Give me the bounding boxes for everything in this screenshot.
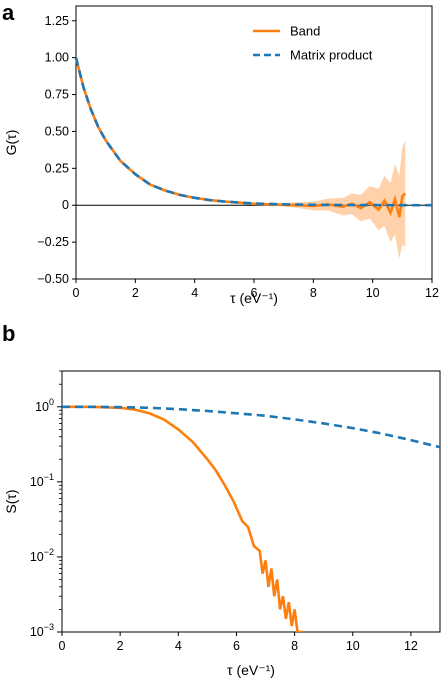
chart-g-tau: 0 2 4 6 8 10 12 1.25 1.00 0.75 0.50 0.25 0 −0.25 −0.50… [3,5,439,306]
x-tick-label: 4 [191,286,198,300]
y-tick-label: 0.50 [45,124,69,138]
y-tick-label: 0 [62,198,69,212]
x-tick-label: 10 [346,639,360,653]
x-tick-label: 6 [233,639,240,653]
series-band-line [62,405,304,632]
plot-frame [61,370,441,633]
chart-s-tau: 0 2 4 6 8 10 12 100 10−1 10−2 10−3 τ (eV⁻¹) S(τ) [3,370,441,678]
x-tick-label: 12 [425,286,439,300]
y-tick-label: 10−2 [30,547,54,564]
x-tick-label: 2 [132,286,139,300]
x-tick-label: 12 [404,639,418,653]
x-tick-label: 8 [291,639,298,653]
y-tick-label: 1.25 [45,14,69,28]
y-tick-label: 10−3 [30,622,54,639]
series-band-line [74,57,407,218]
y-tick-label: 100 [35,397,54,414]
x-tick-label: 10 [366,286,380,300]
legend-entry: Matrix product [290,48,373,63]
x-tick-label: 0 [73,286,80,300]
y-tick-label: 0.25 [45,161,69,175]
x-tick-label: 4 [175,639,182,653]
y-tick-label: 1.00 [45,51,69,65]
panel-letter-a: a [2,0,15,25]
series-matrix-product-line [62,405,440,449]
x-tick-label: 2 [117,639,124,653]
y-tick-label: 0.75 [45,88,69,102]
series-matrix-product-line [74,57,433,207]
x-tick-label: 6 [251,286,258,300]
legend: Band Matrix product [253,24,373,63]
y-tick-label: −0.50 [37,272,69,286]
y-tick-label: 10−1 [30,472,54,489]
x-axis-label: τ (eV⁻¹) [230,290,278,306]
y-axis-label: G(τ) [3,130,19,156]
legend-entry: Band [290,24,320,39]
y-axis-label: S(τ) [3,489,19,513]
x-axis-label: τ (eV⁻¹) [227,662,275,678]
x-tick-label: 0 [59,639,66,653]
x-tick-label: 8 [310,286,317,300]
panel-letter-b: b [2,321,15,346]
band-uncertainty-area [76,57,406,259]
plot-frame [75,5,433,280]
y-tick-label: −0.25 [37,235,69,249]
